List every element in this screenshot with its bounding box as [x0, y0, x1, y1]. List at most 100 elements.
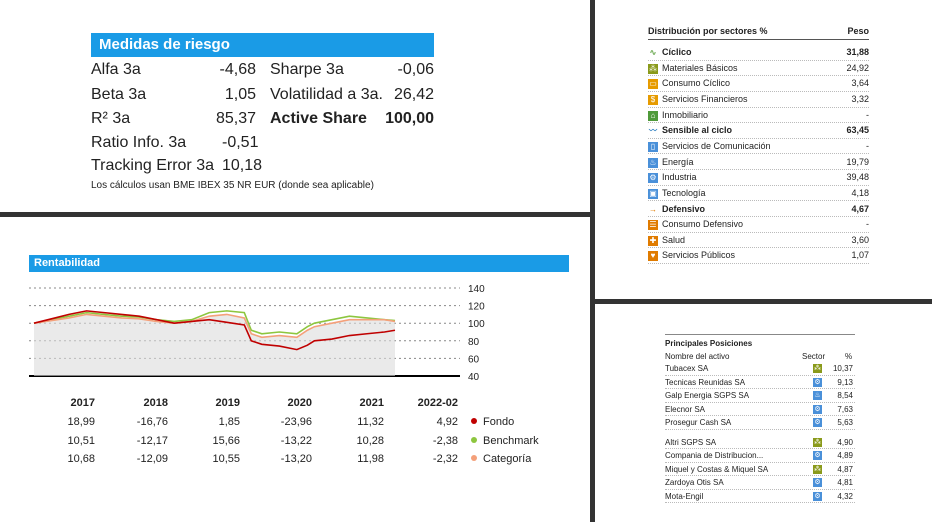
defensive-icon: →	[649, 204, 657, 214]
basic-materials-icon: ⁂	[813, 364, 822, 373]
year-header: 2019	[215, 397, 240, 409]
real-estate-icon: ⌂	[648, 110, 658, 121]
risk-value: 26,42	[393, 86, 434, 103]
legend-item: Categoría	[471, 453, 531, 465]
position-name: Galp Energia SGPS SA	[665, 391, 750, 400]
industrials-icon: ⚙	[813, 418, 822, 427]
returns-chart: 140 120 100 80 60 40	[29, 284, 485, 383]
sector-value: 24,92	[846, 62, 869, 73]
y-tick-label: 120	[468, 302, 485, 313]
position-row: Tecnicas Reunidas SA ⚙ 9,13	[665, 376, 855, 389]
y-tick-label: 60	[468, 354, 480, 365]
sector-row: ♥ Servicios Públicos 1,07	[648, 248, 869, 265]
cyclical-icon: ∿	[649, 48, 657, 57]
position-name: Zardoya Otis SA	[665, 478, 724, 487]
return-value: -2,38	[432, 434, 458, 447]
legend-dot	[471, 436, 477, 443]
sector-row: ⌂ Inmobiliario -	[648, 108, 869, 124]
positions-col-sector: Sector	[802, 352, 826, 361]
sector-row: ⚙ Industria 39,48	[648, 170, 869, 186]
risk-value: 10,18	[222, 157, 263, 174]
position-pct: 10,37	[832, 364, 853, 373]
y-tick-label: 100	[468, 319, 485, 330]
sector-label: Tecnología	[662, 187, 706, 198]
position-name: Prosegur Cash SA	[665, 418, 732, 427]
sector-value: 4,18	[851, 187, 869, 198]
sector-label: Inmobiliario	[662, 109, 709, 120]
return-value: 18,99	[67, 416, 95, 428]
legend-item: Fondo	[471, 416, 514, 428]
sectors-header-rule	[648, 39, 869, 40]
sectors-title: Distribución por sectores %	[648, 26, 768, 36]
return-value: 10,68	[67, 453, 95, 465]
sector-label: Defensivo	[662, 203, 706, 214]
return-value: -2,32	[432, 453, 458, 465]
sector-row: $ Servicios Financieros 3,32	[648, 92, 869, 108]
sector-row: ▯ Servicios de Comunicación -	[648, 139, 869, 155]
sector-label: Industria	[662, 172, 697, 183]
position-row: Tubacex SA ⁂ 10,37	[665, 362, 855, 376]
year-header: 2022-02	[417, 397, 458, 409]
position-pct: 9,13	[837, 377, 853, 387]
sector-value: -	[866, 219, 869, 230]
position-name: Compania de Distribucion...	[665, 451, 764, 460]
sector-value: 1,07	[851, 250, 869, 261]
sector-value: 3,60	[851, 234, 869, 245]
sector-value: 39,48	[846, 172, 869, 183]
positions-col-pct: %	[845, 352, 853, 361]
legend-item: Benchmark	[471, 435, 539, 447]
technology-icon: ▣	[648, 188, 658, 199]
risk-label: Active Share	[270, 110, 367, 127]
positions-title: Principales Posiciones	[665, 339, 753, 348]
return-value: 10,51	[67, 434, 95, 447]
position-row: Elecnor SA ⚙ 7,63	[665, 403, 855, 416]
sector-value: 3,32	[851, 93, 869, 104]
sensitive-icon: 〰	[649, 126, 657, 136]
risk-note: Los cálculos usan BME IBEX 35 NR EUR (do…	[91, 180, 374, 191]
position-row: Compania de Distribucion... ⚙ 4,89	[665, 449, 855, 463]
series-line-categoría	[33, 313, 396, 339]
sector-label: Servicios de Comunicación	[662, 140, 771, 151]
energy-icon: ♨	[648, 157, 658, 168]
basic-materials-icon: ⁂	[813, 437, 822, 447]
risk-label: Alfa 3a	[91, 61, 141, 78]
sector-value: 19,79	[846, 156, 869, 167]
consumer-defensive-icon: ☰	[648, 220, 658, 231]
category-area	[34, 314, 395, 376]
return-value: -23,96	[280, 416, 312, 428]
return-value: -13,22	[280, 434, 312, 447]
risk-value: 100,00	[385, 110, 434, 127]
return-value: 11,98	[357, 453, 384, 465]
return-value: -13,20	[280, 453, 312, 465]
position-pct: 7,63	[837, 404, 853, 414]
risk-value: 85,37	[215, 110, 256, 127]
return-value: 11,32	[357, 416, 384, 428]
position-name: Altri SGPS SA	[665, 437, 717, 447]
legend-label: Benchmark	[483, 434, 539, 447]
return-value: 1,85	[218, 416, 240, 428]
series-line-benchmark	[33, 310, 396, 335]
legend-label: Fondo	[483, 416, 515, 428]
divider-horizontal-right	[592, 299, 932, 304]
risk-title: Medidas de riesgo	[91, 33, 434, 57]
industrials-icon: ⚙	[813, 377, 822, 387]
sectors-weight-header: Peso	[847, 26, 869, 36]
risk-label: Tracking Error 3a	[91, 157, 214, 174]
position-row: Galp Energia SGPS SA ♨ 8,54	[665, 389, 855, 403]
return-value: -12,17	[136, 434, 168, 447]
returns-title: Rentabilidad	[29, 255, 569, 272]
sector-row: ✚ Salud 3,60	[648, 233, 869, 249]
risk-label: R² 3a	[91, 110, 131, 127]
year-header: 2020	[287, 397, 312, 409]
sector-label: Salud	[662, 234, 686, 245]
y-tick-label: 140	[468, 284, 485, 295]
y-tick-label: 40	[468, 372, 480, 383]
sector-value: 63,45	[846, 125, 869, 136]
basic-materials-icon: ⁂	[813, 464, 822, 474]
sector-label: Cíclico	[662, 47, 692, 57]
position-row: Altri SGPS SA ⁂ 4,90	[665, 436, 855, 449]
legend-dot	[471, 455, 477, 461]
year-header: 2021	[359, 397, 384, 409]
communication-icon: ▯	[648, 141, 658, 152]
sector-label: Consumo Defensivo	[662, 219, 744, 230]
